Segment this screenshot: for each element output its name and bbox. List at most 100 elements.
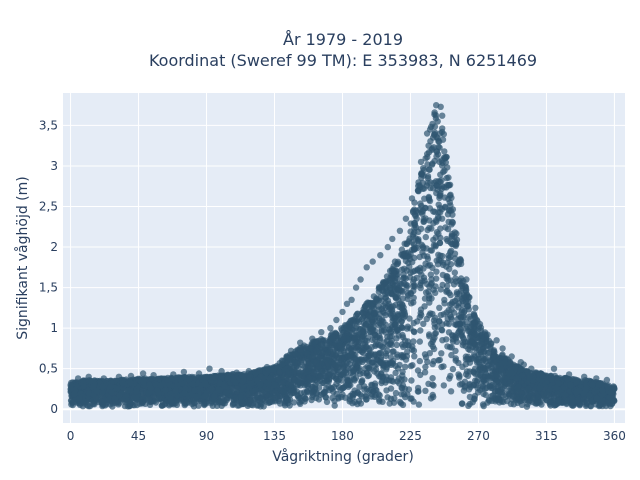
data-point <box>248 380 255 387</box>
data-point <box>456 290 463 297</box>
data-point <box>459 363 466 370</box>
data-point <box>436 318 443 325</box>
data-point <box>443 288 450 295</box>
data-point <box>288 381 295 389</box>
data-point <box>424 161 431 168</box>
data-point <box>416 338 423 345</box>
data-point <box>229 401 237 409</box>
data-point <box>279 388 287 396</box>
data-point <box>201 400 208 408</box>
data-point <box>428 280 435 287</box>
data-point <box>359 358 366 365</box>
data-point <box>99 383 106 391</box>
data-point <box>209 374 216 381</box>
data-point <box>446 301 454 308</box>
data-point <box>441 300 448 307</box>
data-point <box>159 402 166 409</box>
data-point <box>346 396 353 403</box>
data-point <box>518 401 526 408</box>
data-point <box>449 365 457 373</box>
data-point <box>394 258 402 265</box>
data-point <box>416 206 424 213</box>
data-point <box>378 370 385 377</box>
data-point <box>372 331 379 339</box>
data-point <box>426 331 433 338</box>
data-point <box>416 357 423 365</box>
data-point <box>427 310 434 317</box>
data-point <box>440 363 447 370</box>
data-point <box>99 389 106 396</box>
data-point <box>479 367 486 374</box>
data-point <box>445 182 453 189</box>
data-point <box>379 377 386 385</box>
data-point <box>276 395 283 402</box>
data-point <box>276 368 283 376</box>
data-point <box>430 236 437 244</box>
data-point <box>422 387 429 394</box>
data-point <box>400 275 407 282</box>
data-point <box>455 304 462 311</box>
data-point <box>464 372 472 380</box>
data-point <box>239 400 247 407</box>
data-point <box>422 233 429 241</box>
data-point <box>259 396 266 403</box>
data-point <box>321 377 329 384</box>
data-point <box>394 351 401 358</box>
data-point <box>389 348 396 355</box>
data-point <box>404 338 412 345</box>
data-point <box>414 237 422 244</box>
data-point <box>394 311 401 318</box>
data-point <box>358 378 366 385</box>
data-point <box>432 289 439 296</box>
data-point <box>155 394 163 401</box>
data-point <box>498 352 506 359</box>
data-point <box>441 148 448 155</box>
data-point <box>417 327 424 334</box>
data-point <box>329 334 336 341</box>
data-point <box>487 381 494 388</box>
data-point <box>475 358 482 366</box>
data-point <box>429 375 436 382</box>
data-point <box>479 385 486 392</box>
data-point <box>393 341 400 349</box>
data-point <box>421 369 429 376</box>
data-point <box>479 373 486 381</box>
data-point <box>471 392 479 400</box>
data-point <box>444 164 451 171</box>
data-point <box>301 389 308 396</box>
data-point <box>428 225 435 232</box>
data-point <box>402 356 410 363</box>
data-point <box>398 304 405 311</box>
data-point <box>481 355 488 363</box>
data-point <box>430 317 438 324</box>
data-point <box>427 179 434 186</box>
data-point <box>567 382 575 389</box>
data-point <box>512 365 519 373</box>
data-point <box>271 381 278 389</box>
data-point <box>105 396 112 403</box>
data-point <box>481 349 488 356</box>
data-point <box>351 377 358 384</box>
data-point <box>412 224 420 231</box>
data-point <box>444 225 452 233</box>
data-point <box>383 366 390 373</box>
data-point <box>429 264 436 271</box>
data-point <box>492 378 500 385</box>
data-point <box>364 372 371 380</box>
data-point <box>350 366 357 374</box>
data-point <box>331 402 338 409</box>
data-point <box>318 349 326 356</box>
data-point <box>422 363 429 371</box>
data-point <box>395 375 402 382</box>
data-points <box>67 102 618 410</box>
data-point <box>447 388 455 395</box>
data-point <box>371 336 379 343</box>
data-point <box>400 280 407 287</box>
data-point <box>430 382 437 389</box>
data-point <box>399 368 406 375</box>
data-point <box>475 351 482 358</box>
data-point <box>375 303 382 310</box>
data-point <box>444 237 451 244</box>
data-point <box>438 177 445 184</box>
